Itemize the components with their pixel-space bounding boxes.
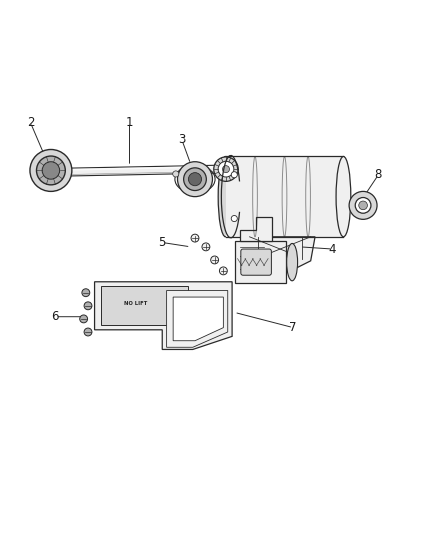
Circle shape <box>82 289 90 297</box>
Circle shape <box>188 173 201 185</box>
Polygon shape <box>40 165 219 176</box>
Polygon shape <box>240 217 272 241</box>
Polygon shape <box>235 241 286 283</box>
Text: 5: 5 <box>159 236 166 249</box>
Text: 8: 8 <box>374 168 382 181</box>
Circle shape <box>231 215 237 222</box>
Circle shape <box>191 234 199 242</box>
FancyBboxPatch shape <box>241 249 272 275</box>
Text: 4: 4 <box>329 243 336 255</box>
Polygon shape <box>245 237 315 268</box>
Circle shape <box>349 191 377 220</box>
Circle shape <box>223 166 230 173</box>
Circle shape <box>218 161 234 177</box>
Text: 6: 6 <box>52 310 59 323</box>
FancyBboxPatch shape <box>226 157 343 237</box>
Text: NO LIFT: NO LIFT <box>124 301 148 306</box>
Circle shape <box>84 302 92 310</box>
Polygon shape <box>38 168 68 177</box>
Circle shape <box>80 315 88 323</box>
Text: 3: 3 <box>178 133 186 147</box>
Ellipse shape <box>336 157 351 237</box>
Ellipse shape <box>218 157 233 237</box>
Circle shape <box>30 149 72 191</box>
Circle shape <box>211 256 219 264</box>
Polygon shape <box>173 297 223 341</box>
Text: 1: 1 <box>126 116 133 129</box>
Circle shape <box>219 267 227 275</box>
Circle shape <box>36 156 65 185</box>
Polygon shape <box>166 290 228 348</box>
Ellipse shape <box>287 244 297 281</box>
Circle shape <box>177 161 212 197</box>
Text: 2: 2 <box>27 116 34 129</box>
Circle shape <box>355 198 371 213</box>
Circle shape <box>214 157 238 181</box>
Circle shape <box>173 171 179 177</box>
Circle shape <box>184 168 206 190</box>
Text: 7: 7 <box>290 321 297 334</box>
Circle shape <box>84 328 92 336</box>
Polygon shape <box>101 286 188 326</box>
Circle shape <box>202 243 210 251</box>
Circle shape <box>359 201 367 209</box>
Polygon shape <box>95 282 232 350</box>
Circle shape <box>231 172 237 178</box>
Circle shape <box>42 161 60 179</box>
